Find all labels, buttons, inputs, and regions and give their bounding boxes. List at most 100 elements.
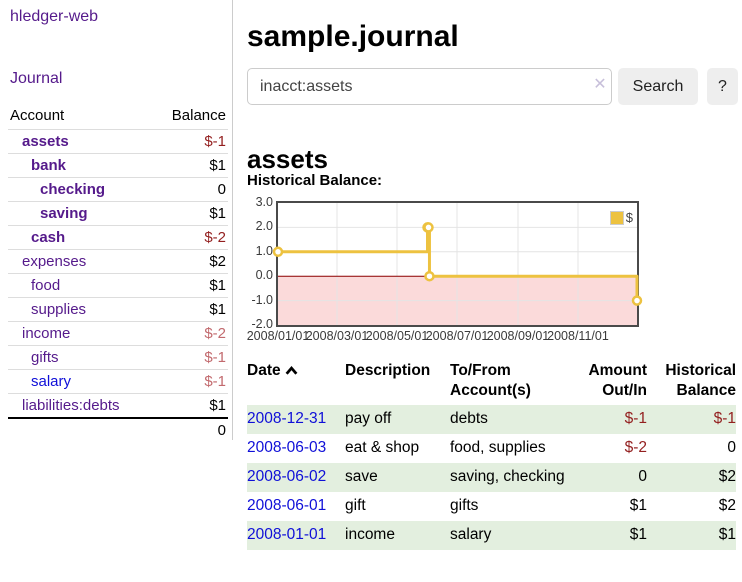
account-link-bank[interactable]: bank — [31, 157, 67, 174]
account-balance: $-1 — [152, 369, 228, 394]
account-link-saving[interactable]: saving — [40, 205, 88, 222]
register-row: 2008-01-01 income salary $1 $1 — [247, 520, 736, 550]
account-link-income[interactable]: income — [22, 325, 71, 342]
clear-search-icon[interactable]: ✕ — [593, 76, 607, 93]
transaction-date-link[interactable]: 2008-06-03 — [247, 439, 327, 457]
x-axis-tick-label: 2008/01/01 — [246, 329, 310, 343]
app-title-link[interactable]: hledger-web — [10, 8, 99, 25]
transaction-amount: $1 — [629, 525, 647, 543]
transaction-balance: $1 — [718, 525, 736, 543]
y-axis-tick-label: -1.0 — [251, 292, 273, 307]
transaction-date-link[interactable]: 2008-06-02 — [247, 468, 327, 486]
account-row: supplies $1 — [8, 297, 228, 322]
account-link-supplies[interactable]: supplies — [31, 301, 87, 318]
account-balance: $1 — [152, 297, 228, 322]
account-heading: assets — [247, 143, 328, 174]
register-row: 2008-06-02 save saving, checking 0 $2 — [247, 463, 736, 493]
account-balance: 0 — [152, 177, 228, 202]
y-axis-tick-label: 1.0 — [255, 243, 273, 258]
x-axis-tick-label: 2008/07/01 — [425, 329, 489, 343]
sort-asc-icon — [285, 362, 298, 382]
transaction-accounts: gifts — [450, 497, 479, 515]
help-button[interactable]: ? — [707, 68, 738, 105]
accounts-col-balance: Balance — [171, 107, 226, 124]
y-axis-tick-label: 3.0 — [255, 195, 273, 209]
page-title: sample.journal — [247, 20, 459, 54]
sidebar: hledger-web Journal Account Balance asse… — [0, 0, 233, 442]
transaction-description: income — [345, 525, 395, 543]
transaction-balance: $-1 — [713, 410, 736, 428]
accounts-col-account: Account — [10, 107, 65, 124]
legend-swatch-icon — [608, 209, 625, 226]
register-col-balance: Historical Balance — [665, 362, 736, 400]
transaction-accounts: debts — [450, 410, 488, 428]
chart-plot-area: $ — [272, 201, 643, 327]
sidebar-item-journal[interactable]: Journal — [10, 70, 63, 87]
account-balance: $-1 — [152, 345, 228, 370]
accounts-total-row: 0 — [8, 417, 228, 442]
account-link-salary[interactable]: salary — [31, 373, 72, 390]
account-row: cash $-2 — [8, 225, 228, 250]
transaction-amount: $1 — [629, 497, 647, 515]
transaction-date-link[interactable]: 2008-06-01 — [247, 497, 327, 515]
transaction-balance: $2 — [718, 468, 736, 486]
account-balance: $-2 — [152, 321, 228, 346]
account-row: checking 0 — [8, 177, 228, 202]
account-row: salary $-1 — [8, 369, 228, 394]
chart-title: Historical Balance: — [247, 172, 383, 189]
transaction-accounts: saving, checking — [450, 468, 565, 486]
transaction-amount: $-2 — [624, 439, 647, 457]
search-button[interactable]: Search — [618, 68, 698, 105]
transaction-amount: 0 — [638, 468, 647, 486]
account-balance: $2 — [152, 249, 228, 274]
account-row: food $1 — [8, 273, 228, 298]
account-link-checking[interactable]: checking — [40, 181, 106, 198]
register-table: Date Description To/From Account(s) Amou… — [247, 359, 736, 550]
transaction-date-link[interactable]: 2008-01-01 — [247, 525, 327, 543]
account-link-cash[interactable]: cash — [31, 229, 66, 246]
transaction-amount: $-1 — [624, 410, 647, 428]
account-row: assets $-1 — [8, 129, 228, 154]
account-row: expenses $2 — [8, 249, 228, 274]
account-link-gifts[interactable]: gifts — [31, 349, 59, 366]
account-balance: $1 — [152, 273, 228, 298]
register-col-amount: Amount Out/In — [588, 362, 647, 400]
account-link-liabilities-debts[interactable]: liabilities:debts — [22, 397, 120, 414]
account-link-assets[interactable]: assets — [22, 133, 69, 150]
transaction-balance: $2 — [718, 497, 736, 515]
account-row: bank $1 — [8, 153, 228, 178]
transaction-date-link[interactable]: 2008-12-31 — [247, 410, 327, 428]
transaction-balance: 0 — [727, 439, 736, 457]
y-axis-tick-label: -2.0 — [251, 317, 273, 331]
transaction-description: gift — [345, 497, 366, 515]
transaction-description: pay off — [345, 410, 392, 428]
x-axis-tick-label: 2008/05/01 — [365, 329, 429, 343]
y-axis-tick-label: 2.0 — [255, 219, 273, 234]
account-link-expenses[interactable]: expenses — [22, 253, 87, 270]
register-col-description: Description — [345, 362, 431, 379]
register-col-accounts: To/From Account(s) — [450, 362, 531, 400]
account-row: saving $1 — [8, 201, 228, 226]
transaction-description: eat & shop — [345, 439, 420, 457]
account-balance: $1 — [152, 153, 228, 178]
chart-legend: $ — [608, 209, 634, 226]
transaction-accounts: food, supplies — [450, 439, 546, 457]
y-axis-tick-label: 0.0 — [255, 268, 273, 283]
account-balance: $1 — [152, 201, 228, 226]
historical-balance-chart: $ 3.0 2.0 1.0 0.0 -1.0 -2.0 2008/01/01 2008/03/… — [247, 195, 667, 348]
register-row: 2008-12-31 pay off debts $-1 $-1 — [247, 405, 736, 435]
accounts-table: Account Balance assets $-1 bank $1 check… — [8, 104, 228, 442]
account-row: liabilities:debts $1 — [8, 393, 228, 418]
account-balance: $-1 — [152, 129, 228, 154]
transaction-accounts: salary — [450, 525, 492, 543]
account-link-food[interactable]: food — [31, 277, 61, 294]
account-row: income $-2 — [8, 321, 228, 346]
register-col-date[interactable]: Date — [247, 359, 345, 405]
register-row: 2008-06-01 gift gifts $1 $2 — [247, 492, 736, 521]
accounts-total-value: 0 — [152, 417, 228, 442]
x-axis-tick-label: 2008/03/01 — [305, 329, 369, 343]
register-row: 2008-06-03 eat & shop food, supplies $-2… — [247, 434, 736, 463]
account-balance: $1 — [152, 393, 228, 418]
search-input[interactable] — [247, 68, 612, 105]
